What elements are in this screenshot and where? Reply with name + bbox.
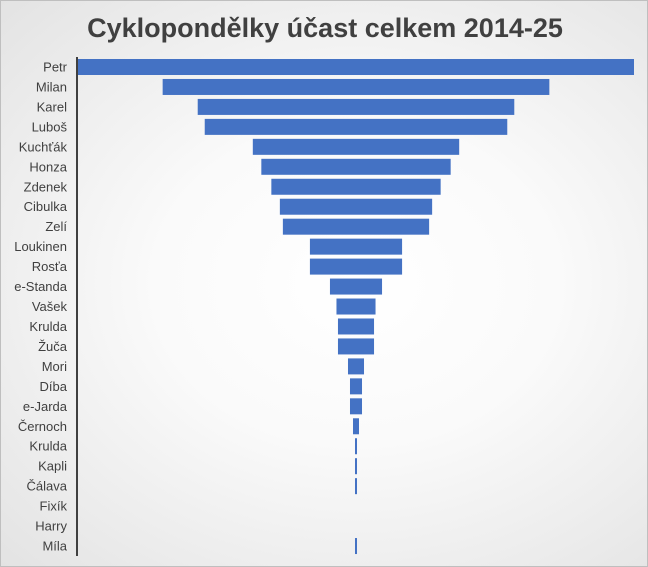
category-label: Krulda bbox=[29, 439, 67, 454]
bar bbox=[271, 178, 441, 195]
bar bbox=[352, 418, 360, 435]
category-label: Žuča bbox=[38, 339, 68, 354]
category-label: Rosťa bbox=[32, 259, 68, 274]
category-label: Luboš bbox=[32, 119, 68, 134]
category-label: Krulda bbox=[29, 319, 67, 334]
category-label: Zdenek bbox=[24, 179, 68, 194]
category-label: Díba bbox=[40, 379, 68, 394]
category-label: Černoch bbox=[18, 419, 67, 434]
bar bbox=[197, 98, 515, 115]
bar bbox=[354, 538, 358, 555]
bar bbox=[349, 378, 363, 395]
bar bbox=[337, 338, 375, 355]
category-label: Vašek bbox=[32, 299, 68, 314]
category-label: Kuchťák bbox=[19, 139, 68, 154]
bar bbox=[261, 158, 451, 175]
bar bbox=[279, 198, 433, 215]
category-label: Mori bbox=[42, 359, 67, 374]
category-label: Čálava bbox=[27, 479, 68, 494]
category-label: Loukinen bbox=[14, 239, 67, 254]
category-label: Fixík bbox=[40, 499, 68, 514]
bar bbox=[162, 78, 550, 95]
chart-title: Cyklopondělky účast celkem 2014-25 bbox=[87, 13, 563, 43]
bar bbox=[282, 218, 430, 235]
bar bbox=[309, 258, 403, 275]
category-label: Harry bbox=[35, 519, 67, 534]
category-label: Zelí bbox=[45, 219, 67, 234]
category-label: Cibulka bbox=[24, 199, 68, 214]
bar bbox=[349, 398, 363, 415]
category-label: Kapli bbox=[38, 459, 67, 474]
category-label: Karel bbox=[37, 99, 67, 114]
bar bbox=[78, 59, 634, 75]
category-label: Milan bbox=[36, 79, 67, 94]
bar bbox=[347, 358, 365, 375]
bar bbox=[204, 118, 508, 135]
category-label: e-Jarda bbox=[23, 399, 68, 414]
bar bbox=[252, 138, 460, 155]
category-label: e-Standa bbox=[14, 279, 68, 294]
category-label: Petr bbox=[43, 60, 68, 75]
bar bbox=[354, 438, 358, 455]
bar bbox=[329, 278, 383, 295]
category-label: Honza bbox=[29, 159, 67, 174]
category-label: Míla bbox=[42, 539, 67, 554]
bar bbox=[337, 318, 375, 335]
bar bbox=[354, 478, 358, 495]
bar bbox=[309, 238, 403, 255]
bar bbox=[336, 298, 376, 315]
bar bbox=[354, 458, 358, 475]
